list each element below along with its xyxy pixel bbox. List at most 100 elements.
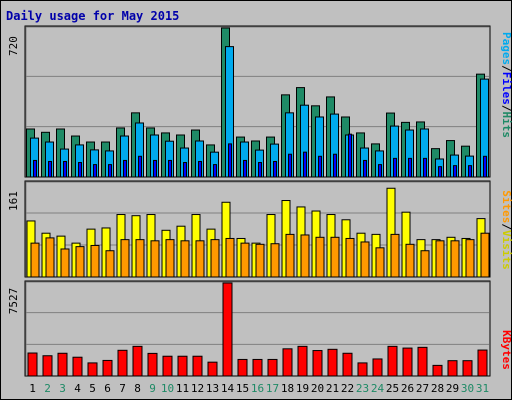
legend-visits: Visits bbox=[500, 230, 512, 270]
day-label: 27 bbox=[416, 382, 429, 395]
legend-sites: Sites bbox=[500, 190, 512, 223]
bar-kbytes bbox=[87, 362, 98, 377]
bar-files bbox=[303, 151, 307, 178]
bar-files bbox=[408, 157, 412, 178]
day-label: 10 bbox=[161, 382, 174, 395]
bar-sites bbox=[360, 241, 370, 278]
bar-kbytes bbox=[477, 349, 488, 377]
day-label: 15 bbox=[236, 382, 249, 395]
day-label: 1 bbox=[29, 382, 36, 395]
day-label: 18 bbox=[281, 382, 294, 395]
bar-sites bbox=[240, 242, 250, 278]
bar-sites bbox=[150, 240, 160, 278]
bar-sites bbox=[255, 243, 265, 278]
day-label: 16 bbox=[251, 382, 264, 395]
day-label: 14 bbox=[221, 382, 235, 395]
bar-files bbox=[138, 155, 142, 178]
bar-files bbox=[258, 162, 262, 178]
legend-pages: Pages bbox=[500, 32, 512, 65]
day-label: 4 bbox=[74, 382, 81, 395]
bar-kbytes bbox=[27, 352, 38, 377]
bar-files bbox=[153, 159, 157, 178]
bar-files bbox=[378, 164, 382, 178]
bar-kbytes bbox=[72, 356, 83, 377]
bar-kbytes bbox=[162, 355, 173, 377]
bar-kbytes bbox=[357, 362, 368, 377]
bar-kbytes bbox=[342, 352, 353, 377]
day-label: 26 bbox=[401, 382, 414, 395]
day-label: 30 bbox=[461, 382, 474, 395]
bar-kbytes bbox=[117, 349, 128, 377]
bar-kbytes bbox=[237, 358, 248, 377]
bar-sites bbox=[300, 234, 310, 278]
day-label: 24 bbox=[371, 382, 385, 395]
bar-files bbox=[288, 153, 292, 178]
legend-top: Pages/Files/Hits bbox=[500, 32, 512, 138]
bar-kbytes bbox=[447, 360, 458, 377]
legend-kbytes: KBytes bbox=[500, 330, 512, 370]
bar-kbytes bbox=[102, 359, 113, 377]
bar-files bbox=[453, 165, 457, 178]
bar-sites bbox=[105, 250, 115, 278]
bar-files bbox=[483, 155, 487, 178]
bar-sites bbox=[285, 233, 295, 278]
bar-files bbox=[333, 153, 337, 178]
bar-sites bbox=[435, 240, 445, 278]
legend-separator: / bbox=[500, 65, 512, 72]
bar-files bbox=[348, 133, 352, 178]
bar-kbytes bbox=[282, 348, 293, 377]
day-label: 17 bbox=[266, 382, 279, 395]
bar-sites bbox=[135, 239, 145, 278]
bar-kbytes bbox=[147, 352, 158, 377]
day-label: 12 bbox=[191, 382, 204, 395]
bar-sites bbox=[330, 236, 340, 278]
bar-kbytes bbox=[207, 361, 218, 377]
bar-files bbox=[438, 166, 442, 178]
day-label: 11 bbox=[176, 382, 189, 395]
bar-sites bbox=[420, 250, 430, 278]
bar-sites bbox=[390, 233, 400, 278]
bar-files bbox=[48, 160, 52, 178]
day-label: 2 bbox=[44, 382, 51, 395]
bar-kbytes bbox=[252, 358, 263, 377]
day-label: 23 bbox=[356, 382, 369, 395]
day-label: 19 bbox=[296, 382, 309, 395]
bar-files bbox=[78, 162, 82, 178]
bar-kbytes bbox=[372, 358, 383, 377]
bar-files bbox=[273, 160, 277, 178]
bar-kbytes bbox=[267, 358, 278, 377]
day-label: 20 bbox=[311, 382, 324, 395]
bar-files bbox=[213, 164, 217, 178]
bar-sites bbox=[75, 246, 85, 278]
day-label: 7 bbox=[119, 382, 126, 395]
bar-sites bbox=[210, 239, 220, 278]
legend-hits: Hits bbox=[500, 112, 512, 139]
bar-kbytes bbox=[222, 282, 233, 377]
bar-kbytes bbox=[192, 355, 203, 377]
day-label: 6 bbox=[104, 382, 111, 395]
bar-files bbox=[108, 164, 112, 178]
bar-kbytes bbox=[177, 355, 188, 377]
bar-kbytes bbox=[402, 347, 413, 377]
day-label: 9 bbox=[149, 382, 156, 395]
bar-kbytes bbox=[387, 345, 398, 377]
bar-kbytes bbox=[327, 348, 338, 377]
bar-sites bbox=[345, 237, 355, 278]
bar-files bbox=[198, 160, 202, 178]
bar-files bbox=[423, 157, 427, 178]
bar-sites bbox=[90, 244, 100, 278]
day-label: 31 bbox=[476, 382, 489, 395]
bar-kbytes bbox=[462, 360, 473, 377]
bar-sites bbox=[480, 232, 490, 278]
chart-title: Daily usage for May 2015 bbox=[6, 9, 179, 23]
bar-sites bbox=[270, 243, 280, 278]
bar-sites bbox=[375, 247, 385, 278]
bar-files bbox=[183, 162, 187, 178]
bar-files bbox=[468, 165, 472, 178]
legend-separator: / bbox=[500, 105, 512, 112]
y-max-label-2: 161 bbox=[7, 191, 20, 211]
bar-files bbox=[63, 160, 67, 178]
bar-kbytes bbox=[42, 355, 53, 377]
day-label: 8 bbox=[134, 382, 141, 395]
